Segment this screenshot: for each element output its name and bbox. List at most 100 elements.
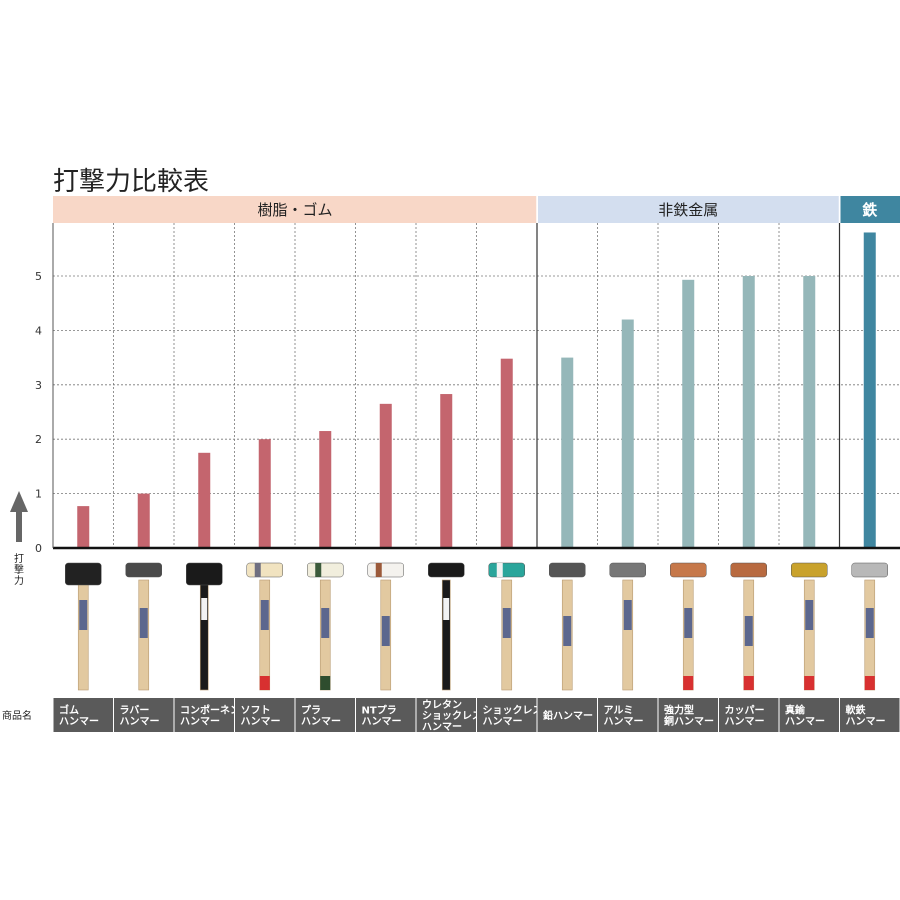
y-axis-arrow-head [10,491,28,512]
hammer-head-13 [851,562,888,578]
category-label-7-0: ショックレス [483,705,543,717]
hammer-head-0 [65,562,102,586]
group-header-label-0: 樹脂・ゴム [257,201,332,219]
hammer-sticker-12 [805,600,814,630]
hammer-band-5 [375,563,382,577]
hammer-handle-2 [199,579,209,691]
hammer-head-12 [791,562,828,578]
y-tick-label-1: 1 [35,488,42,501]
bar-2 [198,452,211,548]
category-label-11-0: カッパー [725,705,765,717]
hammer-image-0 [65,562,102,691]
y-tick-label-2: 2 [35,433,42,446]
category-label-3-0: ソフト [241,705,271,717]
category-label-6-1: ショックレス [422,710,482,722]
y-tick-label-4: 4 [35,324,42,337]
hammer-image-13 [851,562,888,691]
hammer-images [65,562,888,691]
bar-13 [863,232,876,549]
hammer-image-11 [730,562,767,691]
category-label-8-0: 鉛ハンマー [543,709,593,722]
hammer-image-5 [367,562,404,691]
bar-11 [742,276,755,548]
hammer-sticker-11 [744,616,753,646]
hammer-sticker-0 [79,600,88,630]
category-label-13-1: ハンマー [846,717,886,728]
category-label-9-0: アルミ [604,705,634,717]
hammer-handle-3 [259,579,271,691]
hammer-head-1 [125,562,162,578]
hammer-sticker-6 [443,598,450,620]
category-label-7-1: ハンマー [483,717,523,728]
hammer-handle-9 [622,579,634,691]
group-headers: 樹脂・ゴム 非鉄金属 鉄 [53,196,900,223]
category-label-11-1: ハンマー [725,717,765,728]
group-header-1 [538,196,840,223]
hammer-image-6 [428,562,465,691]
bar-9 [621,319,634,548]
hammer-grip-4 [320,676,331,690]
hammer-sticker-8 [563,616,572,646]
group-header-2 [840,196,900,223]
gridlines [53,196,900,548]
y-axis-ticks: 0 1 2 3 4 5 [35,270,42,555]
category-label-12-1: ハンマー [785,717,825,728]
hammer-sticker-9 [623,600,632,630]
hammer-grip-3 [259,676,270,690]
y-axis-arrow-shaft [16,510,22,542]
hammer-head-11 [730,562,767,578]
category-label-1-0: ラバー [120,705,150,717]
bar-0 [77,506,90,548]
category-label-9-1: ハンマー [604,717,644,728]
name-cell-13 [840,698,900,732]
category-label-0-1: ハンマー [59,717,99,728]
hammer-grip-12 [804,676,815,690]
y-tick-label-0: 0 [35,542,42,555]
name-cell-6 [416,698,476,732]
hammer-head-6 [428,562,465,578]
axes [52,223,900,550]
hammer-head-10 [670,562,707,578]
hammer-sticker-2 [201,598,208,620]
hammer-grip-13 [864,676,875,690]
hammer-sticker-10 [684,608,693,638]
bar-3 [258,439,271,548]
bar-10 [682,279,695,548]
hammer-image-2 [186,562,223,691]
group-header-label-1: 非鉄金属 [658,201,718,219]
category-label-2-0: コンポーネント [180,704,250,717]
hammer-head-9 [609,562,646,578]
hammer-handle-6 [441,579,451,691]
hammer-sticker-1 [139,608,148,638]
hammer-band-4 [315,563,322,577]
hammer-band-3 [254,563,261,577]
category-label-4-1: ハンマー [301,717,341,728]
hammer-sticker-5 [381,616,390,646]
hammer-grip-11 [743,676,754,690]
category-label-2-1: ハンマー [180,717,220,728]
hammer-grip-10 [683,676,694,690]
hammer-head-3 [246,562,283,578]
name-cell-0 [53,698,113,732]
y-axis-label-char-0: 打 [14,552,24,565]
y-axis-label-char-2: 力 [14,574,24,587]
hammer-sticker-13 [865,608,874,638]
bar-4 [319,431,332,548]
bar-1 [137,493,150,548]
category-label-1-1: ハンマー [120,717,160,728]
category-label-6-0: ウレタン [422,699,462,711]
name-cell-7 [477,698,537,732]
hammer-handle-12 [803,579,815,691]
name-cell-11 [719,698,779,732]
name-cell-8 [537,698,597,732]
hammer-image-10 [670,562,707,691]
bar-6 [440,394,453,548]
hammer-band-7 [496,563,503,577]
hammer-image-12 [791,562,828,691]
bar-8 [561,357,574,548]
hammer-sticker-7 [502,608,511,638]
group-header-0 [53,196,537,223]
category-label-10-0: 強力型 [664,704,694,717]
name-cell-9 [598,698,658,732]
